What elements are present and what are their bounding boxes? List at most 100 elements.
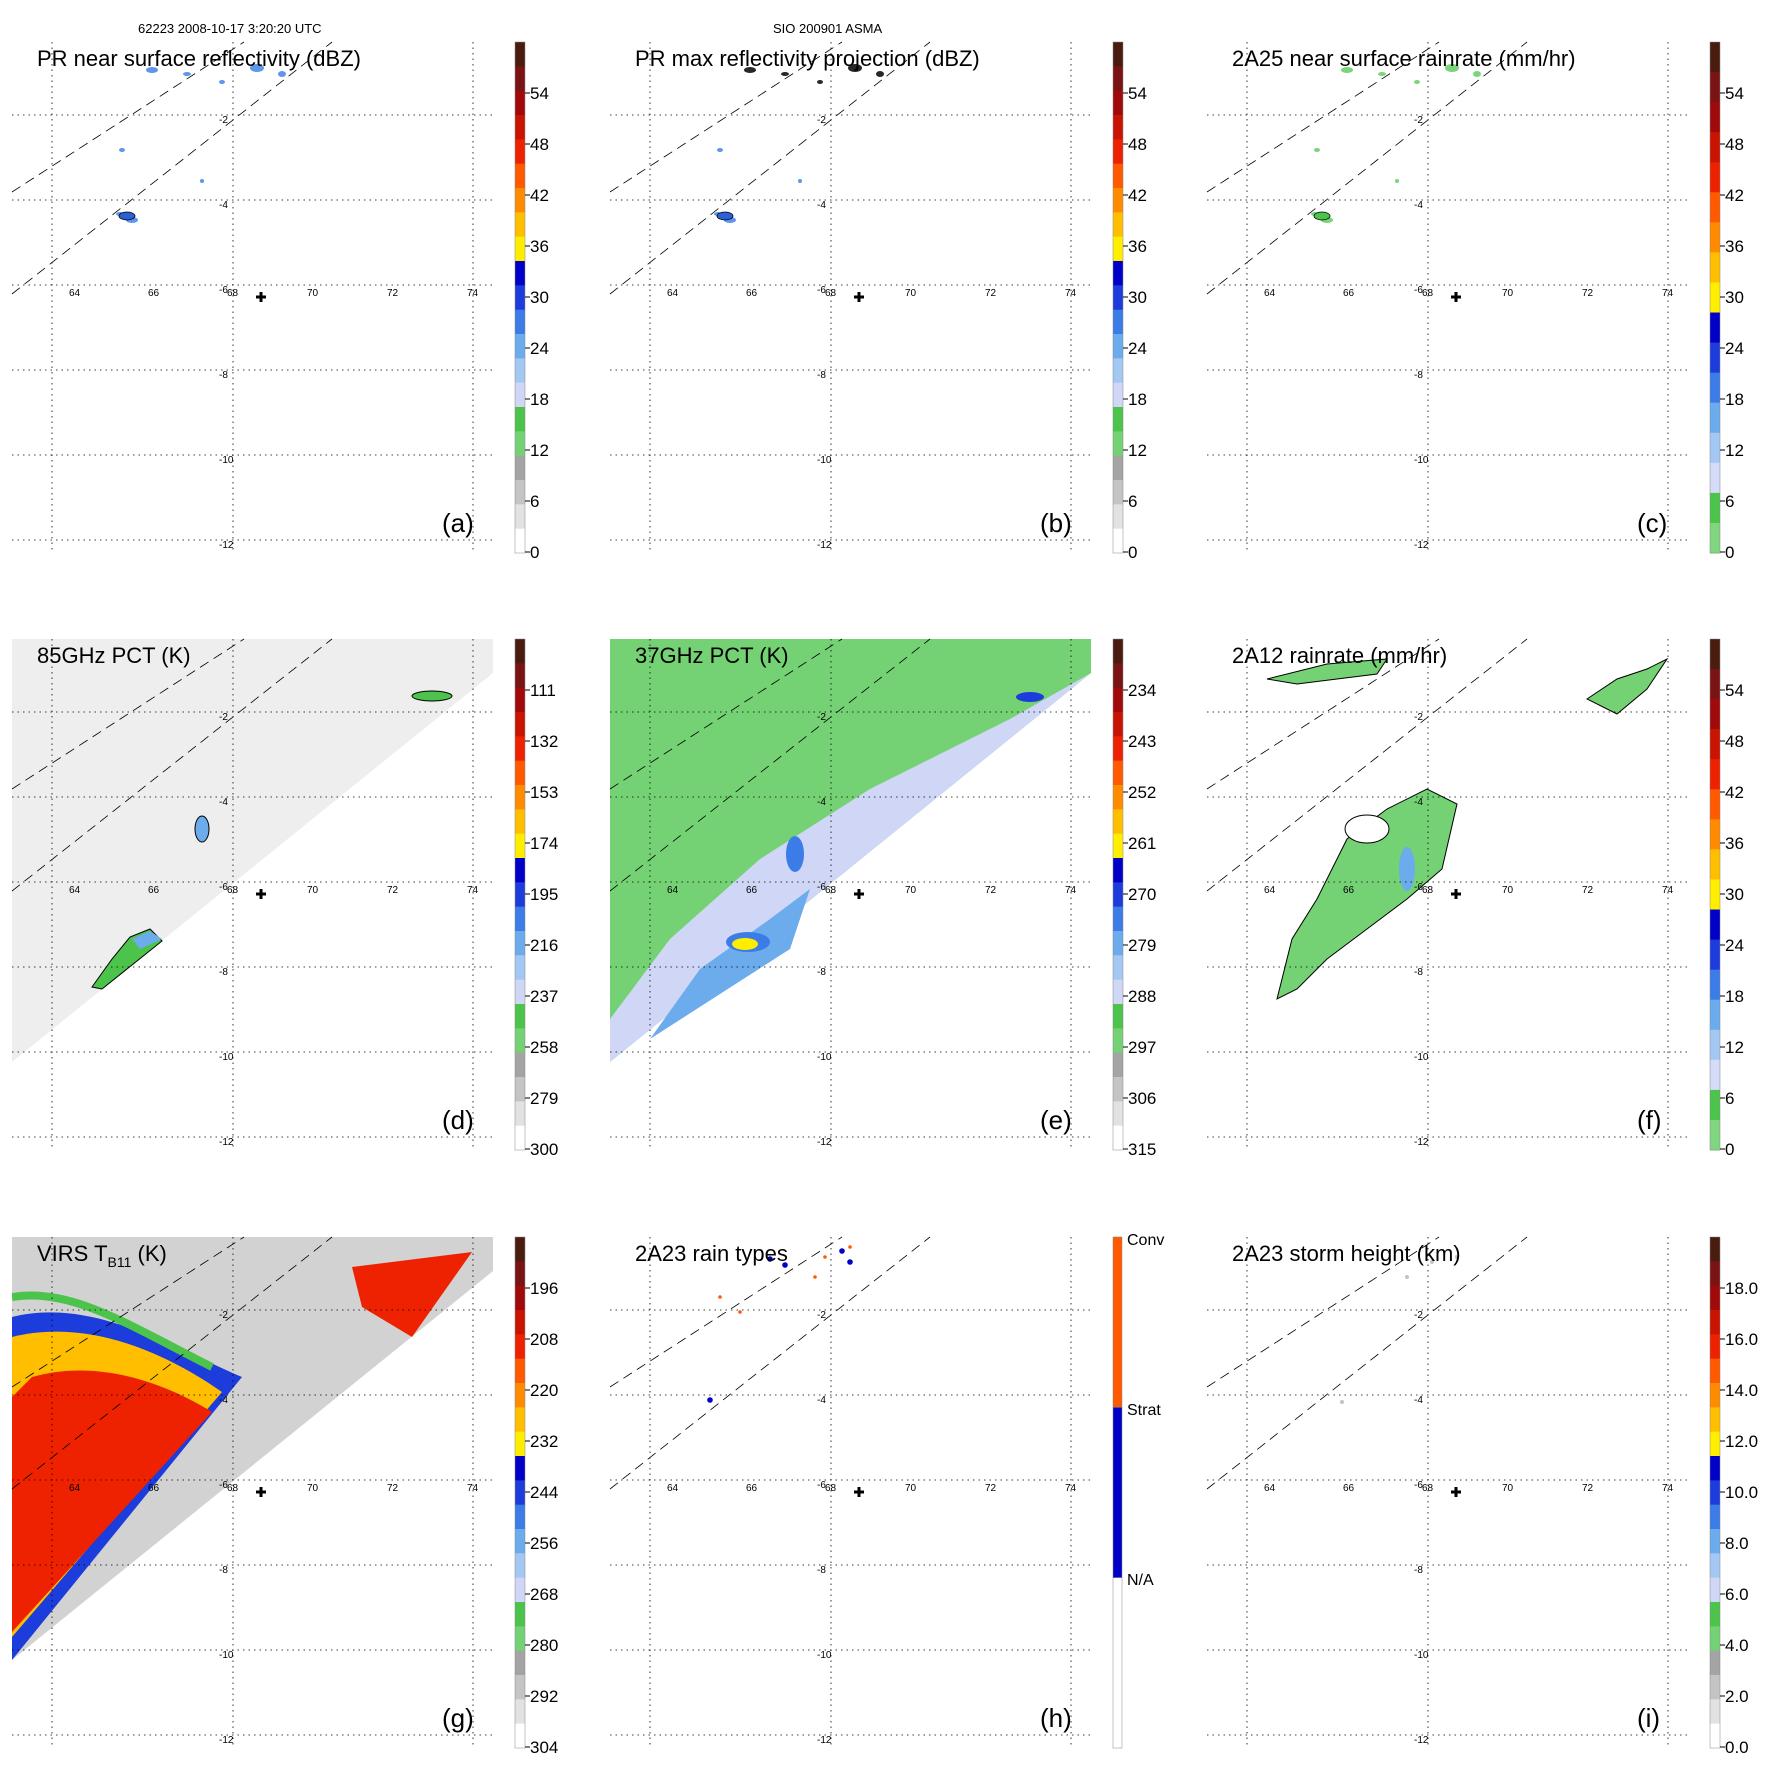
precip-echo [278,71,286,77]
lon-tick-label: 66 [148,288,160,299]
colorbar-tick-label: 48 [1128,135,1147,154]
lat-tick-label: -8 [817,1565,826,1576]
colorbar-swatch [1710,1383,1720,1408]
colorbar-swatch [515,309,525,335]
colorbar-tick-label: 24 [1128,339,1147,358]
lon-tick-label: 64 [1264,288,1276,299]
colorbar-swatch [1113,1028,1123,1054]
panel-content [1340,1255,1459,1404]
rain-area [1586,657,1669,715]
colorbar-swatch [1113,663,1123,689]
panel-content [714,64,884,223]
lon-tick-label: 70 [905,288,917,299]
lon-tick-label: 64 [667,885,679,896]
lon-tick-label: 64 [1264,885,1276,896]
colorbar-swatch [515,1577,525,1603]
colorbar-swatch [1710,789,1720,820]
colorbar-swatch [1710,432,1720,464]
panel-content [12,639,493,1062]
colorbar-tick-label: 36 [530,237,549,256]
colorbar-swatch [1710,1626,1720,1652]
colorbar-tick-label: 18 [1128,390,1147,409]
lon-tick-label: 70 [1502,1483,1514,1494]
colorbar-tick-label: 54 [1725,84,1744,103]
panel-e: -2 -4 -6 -8 -10 -12 64 66 68 70 72 74 37GHz PCT (K) (… [609,638,1156,1159]
colorbar-tick-label: 0 [1725,1140,1734,1159]
lon-tick-label: 64 [667,1483,679,1494]
colorbar-tick-label: 18 [1725,987,1744,1006]
lon-tick-label: 68 [227,288,239,299]
ice-scatter [411,690,453,702]
colorbar-swatch [1113,785,1123,810]
scatter-core [732,938,758,950]
lon-tick-label: 66 [746,885,758,896]
colorbar-swatch [515,1699,525,1725]
colorbar-swatch [1710,42,1720,73]
storm-height-pixel [1340,1400,1344,1404]
storm-center-marker [256,889,266,899]
lon-tick-label: 64 [69,885,81,896]
colorbar-tick-label: 24 [1725,936,1744,955]
panel-title-subscript: B11 [108,1254,132,1270]
colorbar-tick-label: 36 [1725,237,1744,256]
colorbar-tick-label: 279 [530,1089,558,1108]
colorbar-tick-label: 243 [1128,732,1156,751]
lat-tick-label: -2 [1414,712,1423,723]
colorbar-swatch [1710,252,1720,283]
colorbar-swatch [1113,334,1123,359]
colorbar-swatch [1710,1237,1720,1262]
lat-tick-label: -4 [219,797,228,808]
lon-tick-label: 72 [985,288,997,299]
colorbar-swatch [1710,1723,1720,1749]
precip-echo [1314,148,1320,152]
colorbar-tick-label: 0 [1725,543,1734,562]
colorbar-swatch [515,480,525,505]
rain-type-conv [718,1295,722,1299]
colorbar-tick-label: 18 [1725,390,1744,409]
colorbar-tick-label: 30 [1725,288,1744,307]
colorbar-swatch [1710,1059,1720,1091]
colorbar-tick-label: 196 [530,1279,558,1298]
colorbar-tick-label: 111 [530,681,556,700]
colorbar-swatch [1113,90,1123,116]
colorbar-category-label: Conv [1127,1232,1164,1249]
lon-tick-label: 68 [1422,288,1434,299]
lon-tick-label: 70 [905,885,917,896]
colorbar-swatch [515,528,525,554]
lat-tick-label: -8 [1414,1565,1423,1576]
rain-type-strat [839,1248,845,1254]
swath-edge [11,1236,245,1388]
colorbar-swatch [1113,42,1123,67]
colorbar-tick-label: 6 [1725,492,1734,511]
lon-tick-label: 74 [467,885,479,896]
colorbar-tick-label: 306 [1128,1089,1156,1108]
colorbar-swatch [515,1626,525,1652]
colorbar-tick-label: 174 [530,834,558,853]
colorbar-swatch [515,931,525,956]
lat-tick-label: -6 [219,882,228,893]
colorbar-tick-label: 24 [1725,339,1744,358]
panel-title: 2A23 rain types [635,1241,788,1266]
panel-content [707,1245,853,1403]
colorbar-swatch [1710,1119,1720,1151]
rain-type-conv [738,1310,742,1314]
lat-tick-label: -2 [219,712,228,723]
colorbar-tick-label: 24 [530,339,549,358]
colorbar-swatch [1113,358,1123,384]
rain-type-conv [848,1245,852,1249]
precip-echo [146,67,158,73]
colorbar-tick-label: 6 [1725,1089,1734,1108]
rain-area [1266,658,1388,685]
colorbar-swatch [1113,736,1123,762]
colorbar-tick-label: 220 [530,1381,558,1400]
lat-tick-label: -6 [1414,882,1423,893]
colorbar-tick-label: 237 [530,987,558,1006]
swath-edge [609,41,931,295]
colorbar-tick-label: 6 [530,492,539,511]
colorbar-swatch [515,1650,525,1676]
colorbar-tick-label: 208 [530,1330,558,1349]
colorbar-swatch [515,1004,525,1029]
panel-f: -2 -4 -6 -8 -10 -12 64 66 68 70 72 74 2A12 rainrate … [1206,638,1744,1159]
colorbar-swatch [515,809,525,835]
storm-center-marker [256,1487,266,1497]
